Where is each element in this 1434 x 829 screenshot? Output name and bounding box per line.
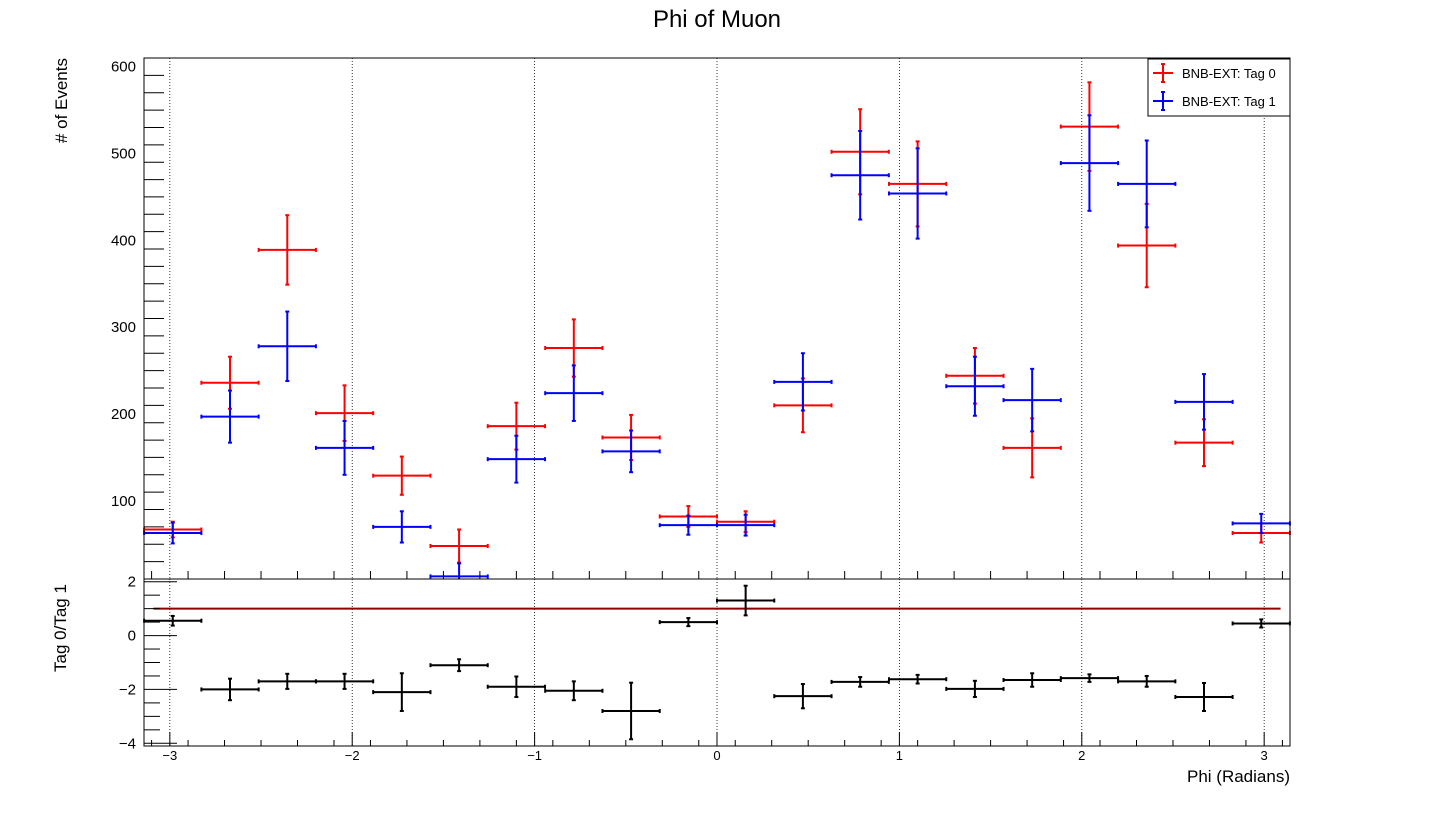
- data-point-tag0: [372, 455, 432, 496]
- ratio-point: [372, 672, 432, 712]
- series-ratio: [143, 584, 1291, 741]
- main-y-tick-label: 600: [111, 59, 136, 76]
- series-tag1: [143, 114, 1291, 579]
- ratio-point: [945, 679, 1005, 698]
- ratio-series-group: [143, 584, 1291, 741]
- ratio-point: [544, 680, 604, 702]
- data-point-tag1: [372, 510, 432, 544]
- legend-label-tag0: BNB-EXT: Tag 0: [1182, 66, 1276, 81]
- ratio-point: [1117, 674, 1177, 688]
- ratio-point: [314, 672, 375, 690]
- x-tick-label: 1: [896, 748, 903, 763]
- ratio-y-tick-label: 2: [128, 574, 136, 591]
- ratio-point: [830, 676, 890, 688]
- legend-entry-tag0: BNB-EXT: Tag 0: [1153, 63, 1276, 83]
- ratio-axes: −4 −2 0 2 −3 −2 −1 0 1 2 3: [119, 574, 1283, 763]
- ratio-point: [658, 617, 718, 628]
- ratio-point: [773, 683, 833, 710]
- main-y-tick-label: 100: [111, 493, 136, 510]
- legend-marker-tag0: [1153, 63, 1173, 83]
- data-point-tag0: [429, 528, 489, 564]
- ratio-point: [716, 584, 776, 617]
- data-point-tag1: [143, 521, 203, 545]
- x-tick-label: 0: [713, 748, 720, 763]
- legend-entry-tag1: BNB-EXT: Tag 1: [1153, 91, 1276, 111]
- main-series-group: [143, 81, 1291, 579]
- ratio-y-tick-label: −2: [119, 681, 136, 698]
- x-tick-label: −2: [345, 748, 360, 763]
- ratio-point: [429, 658, 489, 673]
- x-tick-label: 2: [1078, 748, 1085, 763]
- ratio-point: [887, 673, 948, 685]
- ratio-point: [486, 675, 547, 698]
- ratio-point: [1174, 681, 1234, 712]
- legend-marker-tag1: [1153, 91, 1173, 111]
- ratio-point: [143, 614, 203, 627]
- x-axis-label: Phi (Radians): [1187, 767, 1290, 786]
- ratio-y-axis-label: Tag 0/Tag 1: [51, 584, 70, 672]
- ratio-point: [1231, 618, 1291, 629]
- data-point-tag1: [544, 364, 604, 422]
- legend-label-tag1: BNB-EXT: Tag 1: [1182, 94, 1276, 109]
- data-point-tag1: [314, 419, 375, 476]
- data-point-tag1: [658, 514, 718, 536]
- ratio-point: [1059, 673, 1120, 683]
- main-grid: [169, 58, 1265, 579]
- x-tick-label: 3: [1261, 748, 1268, 763]
- main-axes: 100 200 300 400 500 600: [111, 57, 1283, 580]
- data-point-tag1: [773, 352, 833, 412]
- legend: BNB-EXT: Tag 0 BNB-EXT: Tag 1: [1147, 58, 1291, 117]
- main-y-tick-label: 400: [111, 232, 136, 249]
- data-point-tag1: [830, 129, 890, 221]
- chart-title: Phi of Muon: [653, 6, 781, 33]
- ratio-point: [601, 681, 661, 741]
- data-point-tag1: [945, 355, 1005, 417]
- data-point-tag1: [200, 389, 260, 444]
- main-y-axis-label: # of Events: [52, 58, 71, 143]
- data-point-tag1: [601, 429, 661, 474]
- data-point-tag1: [887, 147, 948, 240]
- data-point-tag1: [1059, 114, 1120, 212]
- data-point-tag1: [716, 513, 776, 537]
- legend-box: [1147, 58, 1291, 117]
- ratio-point: [1002, 672, 1062, 688]
- data-point-tag1: [429, 562, 489, 579]
- main-y-tick-label: 500: [111, 146, 136, 163]
- ratio-y-tick-label: 0: [128, 628, 136, 645]
- ratio-y-tick-label: −4: [119, 735, 136, 752]
- data-point-tag1: [257, 310, 317, 383]
- data-point-tag1: [1002, 367, 1062, 433]
- ratio-point: [257, 672, 317, 690]
- data-point-tag1: [486, 434, 547, 484]
- main-y-tick-label: 200: [111, 406, 136, 423]
- x-tick-label: −3: [162, 748, 177, 763]
- main-y-tick-label: 300: [111, 319, 136, 336]
- ratio-grid: [169, 579, 1265, 746]
- data-point-tag1: [1117, 139, 1177, 229]
- data-point-tag1: [1231, 512, 1291, 534]
- ratio-point: [200, 677, 260, 702]
- x-tick-label: −1: [527, 748, 542, 763]
- data-point-tag0: [257, 214, 317, 286]
- data-point-tag1: [1174, 373, 1234, 431]
